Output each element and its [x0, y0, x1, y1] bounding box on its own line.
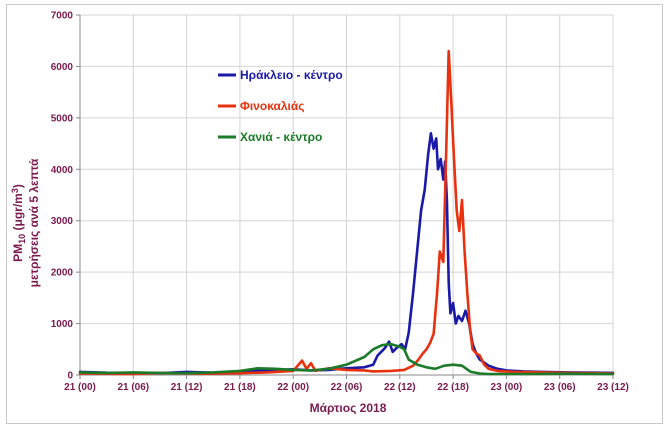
legend-label-2: Χανιά - κέντρο — [240, 130, 322, 144]
y-axis-title-superscript: 3 — [10, 188, 20, 193]
legend-label-1: Φινοκαλιάς — [240, 99, 304, 113]
y-tick-label: 5000 — [51, 113, 74, 124]
x-tick-label: 21 (06) — [117, 382, 149, 393]
y-tick-label: 0 — [67, 371, 73, 382]
legend-label-0: Ηράκλειο - κέντρο — [240, 68, 343, 82]
x-tick-label: 22 (18) — [437, 382, 469, 393]
legend: Ηράκλειο - κέντρο Φινοκαλιάς Χανιά - κέντρ… — [218, 68, 343, 144]
y-tick-label: 3000 — [51, 216, 74, 227]
x-tick-label: 23 (06) — [544, 382, 576, 393]
y-tick-label: 2000 — [51, 268, 74, 279]
x-tick-label: 22 (06) — [331, 382, 363, 393]
y-tick-label: 6000 — [51, 62, 74, 73]
y-tick-label: 1000 — [51, 319, 74, 330]
x-tick-label: 22 (12) — [384, 382, 416, 393]
y-tick-label: 7000 — [51, 11, 74, 22]
x-tick-label: 21 (00) — [64, 382, 96, 393]
y-axis-title-close: ) — [11, 184, 25, 188]
x-tick-label: 21 (12) — [171, 382, 203, 393]
y-axis-title-unit: (μgr/m — [11, 193, 25, 234]
x-tick-label: 22 (00) — [277, 382, 309, 393]
y-axis-title-subscript: 10 — [17, 234, 27, 244]
y-axis-title-line1: PM10 (μgr/m3) — [10, 184, 27, 262]
series-lines — [78, 49, 615, 376]
x-tick-label: 23 (12) — [597, 382, 629, 393]
y-axis-ticks: 0 1000 2000 3000 4000 5000 6000 7000 — [51, 11, 80, 382]
series-line-2 — [78, 342, 615, 376]
chart-frame — [6, 4, 663, 424]
grid — [79, 14, 614, 376]
y-axis-title-pm: PM — [11, 244, 25, 262]
x-axis-title: Μάρτιος 2018 — [310, 401, 387, 415]
y-axis-title-line2: μετρήσεις ανά 5 λεπτά — [27, 158, 41, 287]
x-tick-label: 23 (00) — [491, 382, 523, 393]
y-axis-title: PM10 (μgr/m3) μετρήσεις ανά 5 λεπτά — [10, 158, 41, 287]
x-axis-ticks: 21 (00) 21 (06) 21 (12) 21 (18) 22 (00) 22 (0… — [64, 375, 629, 393]
y-tick-label: 4000 — [51, 165, 74, 176]
x-tick-label: 21 (18) — [224, 382, 256, 393]
